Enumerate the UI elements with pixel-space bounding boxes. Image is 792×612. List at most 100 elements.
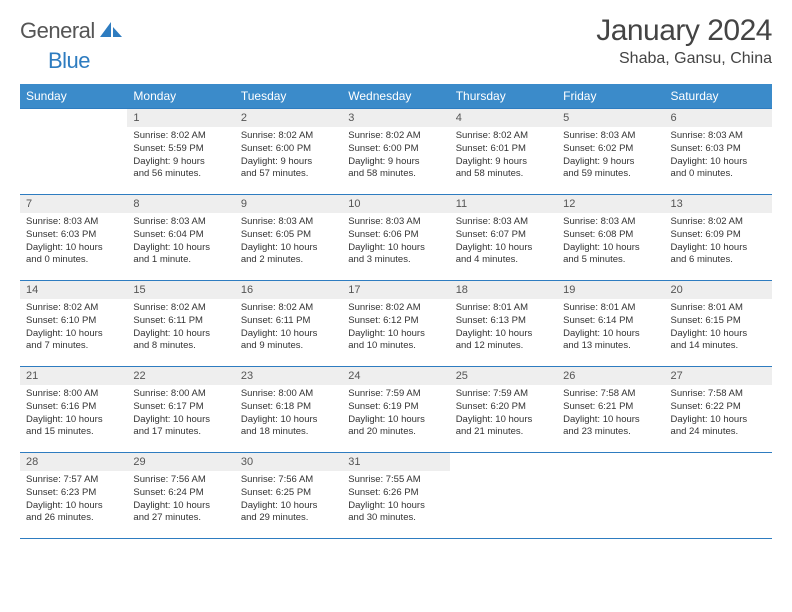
calendar-cell: 3Sunrise: 8:02 AMSunset: 6:00 PMDaylight… (342, 109, 449, 195)
weekday-header: Wednesday (342, 84, 449, 109)
day-details: Sunrise: 8:03 AMSunset: 6:07 PMDaylight:… (450, 213, 557, 271)
day-number: 7 (20, 195, 127, 213)
location-subtitle: Shaba, Gansu, China (596, 50, 772, 68)
day-number: 6 (665, 109, 772, 127)
calendar-cell: 19Sunrise: 8:01 AMSunset: 6:14 PMDayligh… (557, 281, 664, 367)
calendar-cell: 11Sunrise: 8:03 AMSunset: 6:07 PMDayligh… (450, 195, 557, 281)
calendar-cell: 21Sunrise: 8:00 AMSunset: 6:16 PMDayligh… (20, 367, 127, 453)
day-number: 14 (20, 281, 127, 299)
day-details: Sunrise: 8:02 AMSunset: 5:59 PMDaylight:… (127, 127, 234, 185)
calendar-cell: 18Sunrise: 8:01 AMSunset: 6:13 PMDayligh… (450, 281, 557, 367)
day-number: 16 (235, 281, 342, 299)
calendar-cell: 24Sunrise: 7:59 AMSunset: 6:19 PMDayligh… (342, 367, 449, 453)
weekday-header: Friday (557, 84, 664, 109)
day-details: Sunrise: 7:58 AMSunset: 6:22 PMDaylight:… (665, 385, 772, 443)
calendar-cell: 15Sunrise: 8:02 AMSunset: 6:11 PMDayligh… (127, 281, 234, 367)
calendar-cell: 1Sunrise: 8:02 AMSunset: 5:59 PMDaylight… (127, 109, 234, 195)
day-details: Sunrise: 8:02 AMSunset: 6:01 PMDaylight:… (450, 127, 557, 185)
calendar-row: 21Sunrise: 8:00 AMSunset: 6:16 PMDayligh… (20, 367, 772, 453)
day-details: Sunrise: 7:59 AMSunset: 6:20 PMDaylight:… (450, 385, 557, 443)
day-details: Sunrise: 8:02 AMSunset: 6:12 PMDaylight:… (342, 299, 449, 357)
day-details: Sunrise: 8:01 AMSunset: 6:15 PMDaylight:… (665, 299, 772, 357)
day-number: 8 (127, 195, 234, 213)
logo-text-blue: Blue (48, 48, 90, 73)
day-details: Sunrise: 8:03 AMSunset: 6:02 PMDaylight:… (557, 127, 664, 185)
day-details: Sunrise: 7:58 AMSunset: 6:21 PMDaylight:… (557, 385, 664, 443)
calendar-cell (557, 453, 664, 539)
calendar-head: Sunday Monday Tuesday Wednesday Thursday… (20, 84, 772, 109)
calendar-cell: 6Sunrise: 8:03 AMSunset: 6:03 PMDaylight… (665, 109, 772, 195)
calendar-cell: 29Sunrise: 7:56 AMSunset: 6:24 PMDayligh… (127, 453, 234, 539)
weekday-row: Sunday Monday Tuesday Wednesday Thursday… (20, 84, 772, 109)
calendar-cell: 5Sunrise: 8:03 AMSunset: 6:02 PMDaylight… (557, 109, 664, 195)
calendar-row: 1Sunrise: 8:02 AMSunset: 5:59 PMDaylight… (20, 109, 772, 195)
day-number: 31 (342, 453, 449, 471)
calendar-cell: 28Sunrise: 7:57 AMSunset: 6:23 PMDayligh… (20, 453, 127, 539)
day-details: Sunrise: 8:01 AMSunset: 6:14 PMDaylight:… (557, 299, 664, 357)
day-details: Sunrise: 8:00 AMSunset: 6:16 PMDaylight:… (20, 385, 127, 443)
weekday-header: Monday (127, 84, 234, 109)
day-details: Sunrise: 8:00 AMSunset: 6:17 PMDaylight:… (127, 385, 234, 443)
day-number: 21 (20, 367, 127, 385)
calendar-cell: 12Sunrise: 8:03 AMSunset: 6:08 PMDayligh… (557, 195, 664, 281)
calendar-cell: 30Sunrise: 7:56 AMSunset: 6:25 PMDayligh… (235, 453, 342, 539)
calendar-cell: 25Sunrise: 7:59 AMSunset: 6:20 PMDayligh… (450, 367, 557, 453)
calendar-cell: 13Sunrise: 8:02 AMSunset: 6:09 PMDayligh… (665, 195, 772, 281)
weekday-header: Thursday (450, 84, 557, 109)
calendar-cell: 27Sunrise: 7:58 AMSunset: 6:22 PMDayligh… (665, 367, 772, 453)
day-number: 17 (342, 281, 449, 299)
day-number: 3 (342, 109, 449, 127)
day-number: 1 (127, 109, 234, 127)
day-details: Sunrise: 8:03 AMSunset: 6:03 PMDaylight:… (665, 127, 772, 185)
calendar-cell (665, 453, 772, 539)
day-number: 18 (450, 281, 557, 299)
day-number: 5 (557, 109, 664, 127)
calendar-cell (450, 453, 557, 539)
day-number: 12 (557, 195, 664, 213)
day-details: Sunrise: 8:03 AMSunset: 6:05 PMDaylight:… (235, 213, 342, 271)
day-details: Sunrise: 8:02 AMSunset: 6:10 PMDaylight:… (20, 299, 127, 357)
day-details: Sunrise: 7:57 AMSunset: 6:23 PMDaylight:… (20, 471, 127, 529)
day-number: 20 (665, 281, 772, 299)
day-details: Sunrise: 7:56 AMSunset: 6:25 PMDaylight:… (235, 471, 342, 529)
calendar-cell: 22Sunrise: 8:00 AMSunset: 6:17 PMDayligh… (127, 367, 234, 453)
calendar-cell: 20Sunrise: 8:01 AMSunset: 6:15 PMDayligh… (665, 281, 772, 367)
calendar-cell: 10Sunrise: 8:03 AMSunset: 6:06 PMDayligh… (342, 195, 449, 281)
day-number: 13 (665, 195, 772, 213)
day-details: Sunrise: 8:02 AMSunset: 6:11 PMDaylight:… (235, 299, 342, 357)
day-details: Sunrise: 8:03 AMSunset: 6:06 PMDaylight:… (342, 213, 449, 271)
day-details: Sunrise: 8:02 AMSunset: 6:09 PMDaylight:… (665, 213, 772, 271)
day-details: Sunrise: 7:55 AMSunset: 6:26 PMDaylight:… (342, 471, 449, 529)
day-number: 9 (235, 195, 342, 213)
day-details: Sunrise: 8:01 AMSunset: 6:13 PMDaylight:… (450, 299, 557, 357)
calendar-cell: 17Sunrise: 8:02 AMSunset: 6:12 PMDayligh… (342, 281, 449, 367)
calendar-cell: 8Sunrise: 8:03 AMSunset: 6:04 PMDaylight… (127, 195, 234, 281)
calendar-cell: 4Sunrise: 8:02 AMSunset: 6:01 PMDaylight… (450, 109, 557, 195)
calendar-cell: 14Sunrise: 8:02 AMSunset: 6:10 PMDayligh… (20, 281, 127, 367)
day-details: Sunrise: 8:03 AMSunset: 6:03 PMDaylight:… (20, 213, 127, 271)
weekday-header: Tuesday (235, 84, 342, 109)
day-details: Sunrise: 8:02 AMSunset: 6:00 PMDaylight:… (342, 127, 449, 185)
calendar-table: Sunday Monday Tuesday Wednesday Thursday… (20, 84, 772, 539)
calendar-cell: 9Sunrise: 8:03 AMSunset: 6:05 PMDaylight… (235, 195, 342, 281)
logo-sail-icon (100, 19, 122, 44)
weekday-header: Sunday (20, 84, 127, 109)
day-number: 4 (450, 109, 557, 127)
month-title: January 2024 (596, 14, 772, 48)
day-details: Sunrise: 8:03 AMSunset: 6:08 PMDaylight:… (557, 213, 664, 271)
calendar-cell: 23Sunrise: 8:00 AMSunset: 6:18 PMDayligh… (235, 367, 342, 453)
day-number: 15 (127, 281, 234, 299)
day-number: 26 (557, 367, 664, 385)
day-number: 23 (235, 367, 342, 385)
day-number: 25 (450, 367, 557, 385)
day-number: 11 (450, 195, 557, 213)
calendar-cell: 26Sunrise: 7:58 AMSunset: 6:21 PMDayligh… (557, 367, 664, 453)
day-details: Sunrise: 8:02 AMSunset: 6:00 PMDaylight:… (235, 127, 342, 185)
weekday-header: Saturday (665, 84, 772, 109)
title-block: January 2024 Shaba, Gansu, China (596, 14, 772, 68)
day-number: 27 (665, 367, 772, 385)
calendar-cell: 7Sunrise: 8:03 AMSunset: 6:03 PMDaylight… (20, 195, 127, 281)
day-details: Sunrise: 8:00 AMSunset: 6:18 PMDaylight:… (235, 385, 342, 443)
day-details: Sunrise: 7:56 AMSunset: 6:24 PMDaylight:… (127, 471, 234, 529)
calendar-cell: 31Sunrise: 7:55 AMSunset: 6:26 PMDayligh… (342, 453, 449, 539)
